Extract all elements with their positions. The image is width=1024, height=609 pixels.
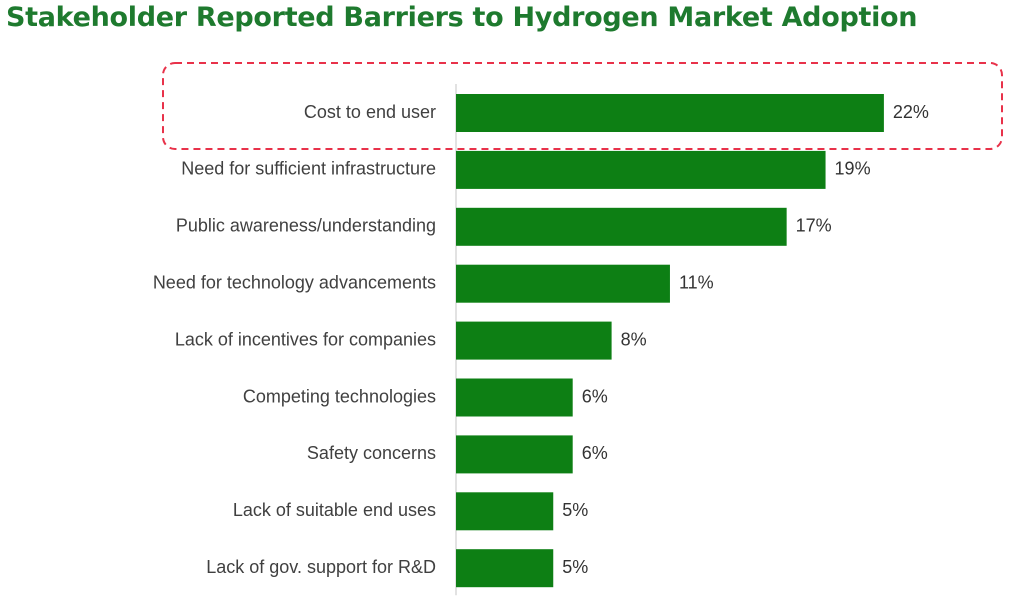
bar-safety-concerns: [456, 435, 573, 474]
value-label-safety-concerns: 6%: [582, 443, 608, 463]
category-label-competing-technologies: Competing technologies: [243, 386, 436, 406]
value-label-competing-technologies: 6%: [582, 386, 608, 406]
bar-public-awareness-understanding: [456, 207, 787, 246]
category-label-need-for-sufficient-infrastructure: Need for sufficient infrastructure: [181, 159, 436, 179]
bar-cost-to-end-user: [456, 94, 884, 132]
category-label-lack-of-gov-support-for-r-d: Lack of gov. support for R&D: [206, 557, 436, 577]
value-label-public-awareness-understanding: 17%: [796, 216, 832, 236]
value-label-lack-of-incentives-for-companies: 8%: [621, 329, 647, 349]
bar-need-for-sufficient-infrastructure: [456, 150, 826, 189]
bar-need-for-technology-advancements: [456, 264, 670, 303]
value-label-lack-of-suitable-end-uses: 5%: [562, 500, 588, 520]
value-label-cost-to-end-user: 22%: [893, 102, 929, 122]
category-label-need-for-technology-advancements: Need for technology advancements: [153, 272, 436, 292]
bar-lack-of-suitable-end-uses: [456, 492, 554, 531]
bar-lack-of-incentives-for-companies: [456, 321, 612, 360]
category-label-lack-of-suitable-end-uses: Lack of suitable end uses: [233, 500, 436, 520]
value-label-need-for-sufficient-infrastructure: 19%: [835, 159, 871, 179]
category-label-lack-of-incentives-for-companies: Lack of incentives for companies: [175, 329, 436, 349]
bar-competing-technologies: [456, 378, 573, 417]
bar-lack-of-gov-support-for-r-d: [456, 549, 554, 588]
category-label-public-awareness-understanding: Public awareness/understanding: [176, 216, 436, 236]
value-label-lack-of-gov-support-for-r-d: 5%: [562, 557, 588, 577]
highlight-box: [162, 62, 1003, 150]
category-label-cost-to-end-user: Cost to end user: [304, 102, 436, 122]
category-label-safety-concerns: Safety concerns: [307, 443, 436, 463]
chart-title: Stakeholder Reported Barriers to Hydroge…: [6, 2, 918, 33]
value-label-need-for-technology-advancements: 11%: [679, 272, 714, 292]
